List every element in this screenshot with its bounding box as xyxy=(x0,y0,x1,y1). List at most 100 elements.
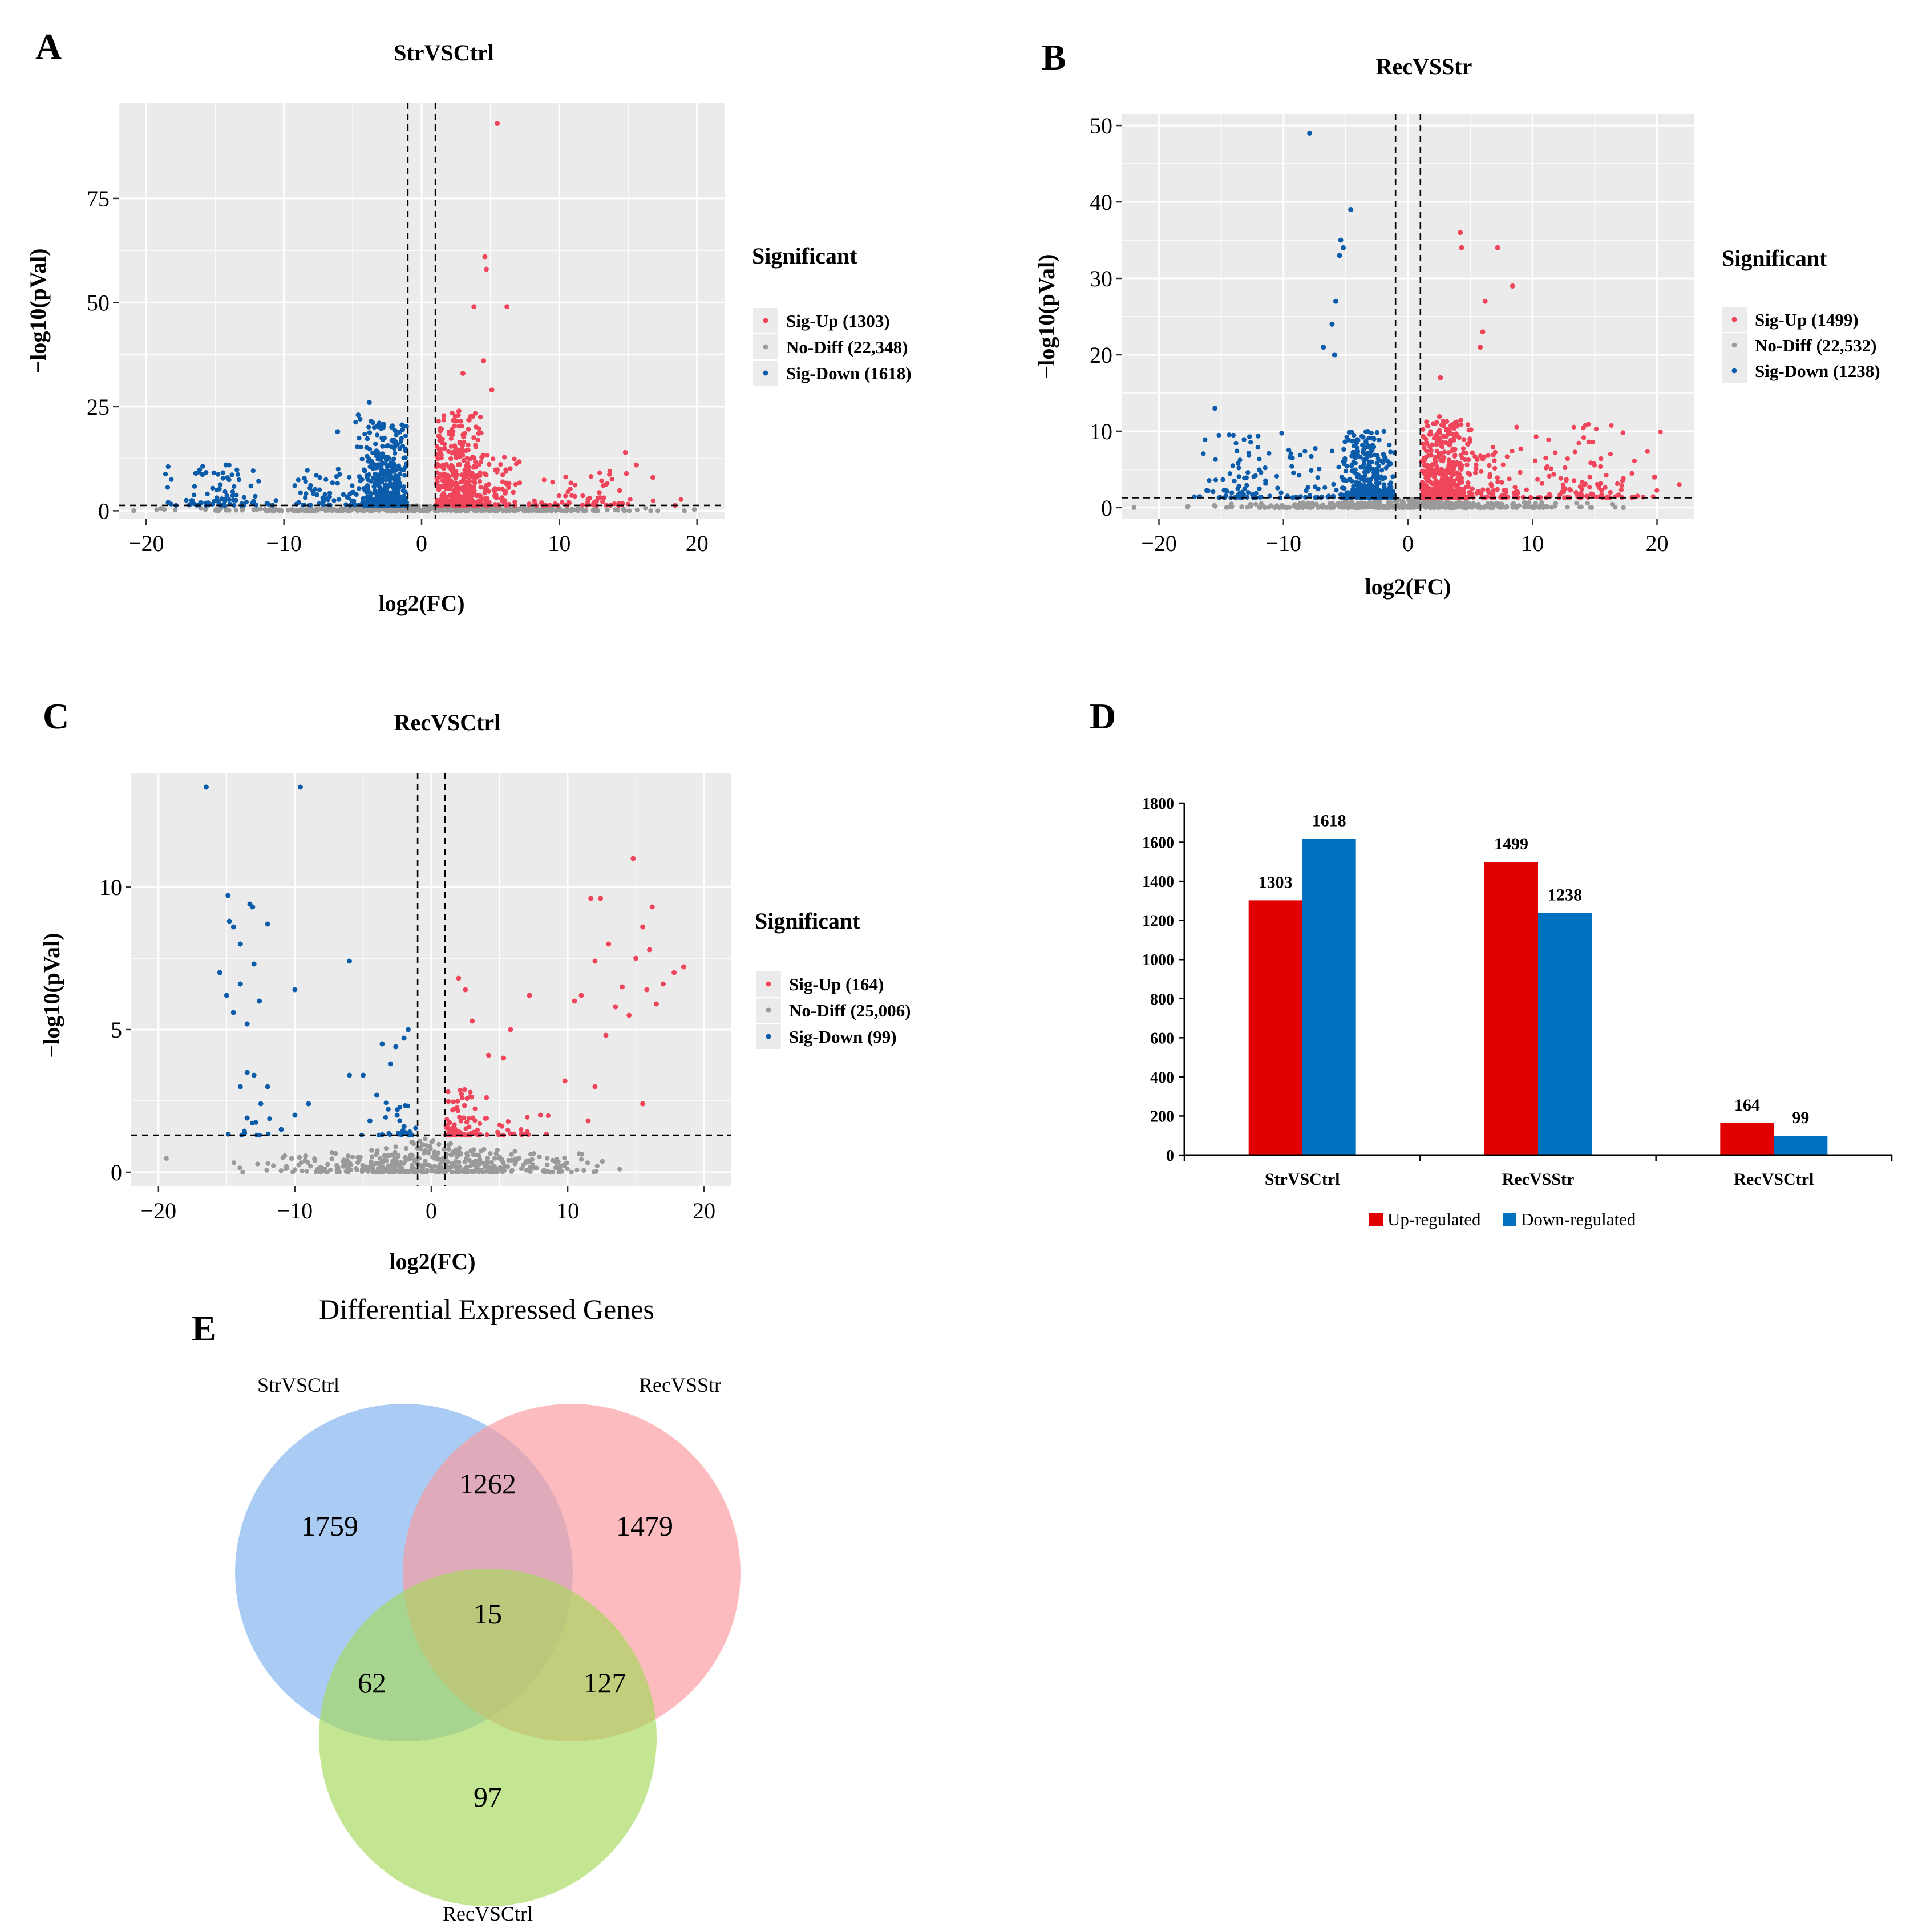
up-point xyxy=(1438,457,1443,463)
up-point xyxy=(628,497,633,502)
down-point xyxy=(345,494,350,499)
legend-swatch-nodiff xyxy=(763,344,768,350)
up-point xyxy=(441,418,446,423)
up-point xyxy=(1470,450,1475,455)
up-point xyxy=(622,449,628,455)
up-point xyxy=(1488,481,1494,487)
up-point xyxy=(563,493,568,499)
up-point xyxy=(447,465,452,470)
venn-circle-recvsctrl xyxy=(319,1569,657,1906)
nodiff-point xyxy=(358,1155,363,1160)
up-point xyxy=(462,1087,467,1092)
up-point xyxy=(585,499,590,504)
nodiff-point xyxy=(329,1156,334,1161)
up-point xyxy=(459,472,464,477)
down-point xyxy=(383,1115,389,1120)
up-point xyxy=(1498,495,1503,500)
nodiff-point xyxy=(486,508,491,513)
nodiff-point xyxy=(414,1169,419,1174)
up-point xyxy=(460,432,466,438)
up-point xyxy=(479,430,484,436)
nodiff-point xyxy=(203,507,208,512)
up-point xyxy=(455,1132,460,1137)
up-point xyxy=(446,449,451,454)
down-point xyxy=(1342,458,1348,463)
down-point xyxy=(1211,489,1216,495)
down-point xyxy=(1363,439,1369,444)
up-point xyxy=(1528,495,1533,500)
down-point xyxy=(200,472,205,477)
down-point xyxy=(192,484,197,489)
threshold-lines xyxy=(131,773,731,1186)
up-point xyxy=(512,499,517,505)
down-point xyxy=(226,497,232,502)
x-category-label: RecVSCtrl xyxy=(1734,1170,1814,1189)
down-point xyxy=(267,1116,272,1121)
up-point xyxy=(568,480,573,485)
nodiff-point xyxy=(335,508,341,513)
up-point xyxy=(1587,475,1592,480)
down-point xyxy=(1289,464,1294,469)
down-point xyxy=(251,499,256,504)
up-point xyxy=(1587,485,1592,490)
data-points xyxy=(1131,131,1682,511)
venn-diagram-deg: E Differential Expressed Genes StrVSCtrl… xyxy=(192,1293,741,1925)
down-point xyxy=(1192,494,1197,499)
y-tick-label: 1400 xyxy=(1142,873,1174,891)
nodiff-point xyxy=(280,1155,285,1160)
down-point xyxy=(365,495,370,500)
nodiff-point xyxy=(1452,501,1457,507)
up-point xyxy=(448,484,454,489)
nodiff-point xyxy=(393,1144,398,1149)
down-point xyxy=(403,433,408,439)
down-point xyxy=(386,1131,391,1136)
nodiff-point xyxy=(1314,501,1319,507)
nodiff-point xyxy=(1367,500,1373,505)
down-point xyxy=(361,496,366,501)
nodiff-point xyxy=(574,1168,580,1173)
nodiff-point xyxy=(682,508,687,513)
up-point xyxy=(456,489,461,494)
up-point xyxy=(537,1112,543,1118)
nodiff-point xyxy=(492,1156,497,1161)
down-point xyxy=(371,484,377,489)
nodiff-point xyxy=(429,1169,434,1174)
y-axis-ticks: 0 200 400 600 800 1000 1200 1400 1600 1800 xyxy=(1142,795,1184,1165)
y-tick-label: 0 xyxy=(98,498,110,524)
down-point xyxy=(349,498,354,503)
up-point xyxy=(456,412,461,418)
up-point xyxy=(649,904,655,910)
nodiff-point xyxy=(1239,504,1245,509)
down-point xyxy=(359,456,365,462)
up-point xyxy=(1567,487,1572,492)
up-point xyxy=(1453,494,1458,499)
down-point xyxy=(1341,447,1346,452)
down-point xyxy=(244,1021,250,1027)
down-point xyxy=(1387,443,1392,448)
down-point xyxy=(1307,131,1313,136)
y-tick-label: 5 xyxy=(111,1017,122,1043)
x-tick-label: −10 xyxy=(1265,530,1301,556)
nodiff-point xyxy=(1504,504,1510,509)
nodiff-point xyxy=(504,508,509,513)
down-point xyxy=(397,494,402,499)
down-point xyxy=(1313,446,1318,451)
nodiff-point xyxy=(449,1169,455,1175)
up-point xyxy=(1532,458,1538,463)
data-points xyxy=(131,121,697,513)
down-point xyxy=(383,485,388,490)
up-point xyxy=(444,461,449,467)
nodiff-point xyxy=(387,508,393,513)
up-point xyxy=(1510,448,1515,454)
up-point xyxy=(601,483,606,488)
down-point xyxy=(397,430,402,435)
bar-value-label: 1499 xyxy=(1494,835,1528,853)
up-point xyxy=(1448,430,1453,435)
down-point xyxy=(1388,491,1393,496)
up-point xyxy=(661,981,666,987)
up-point xyxy=(508,466,513,471)
down-point xyxy=(381,424,386,430)
down-point xyxy=(385,464,390,469)
nodiff-point xyxy=(479,1160,484,1165)
